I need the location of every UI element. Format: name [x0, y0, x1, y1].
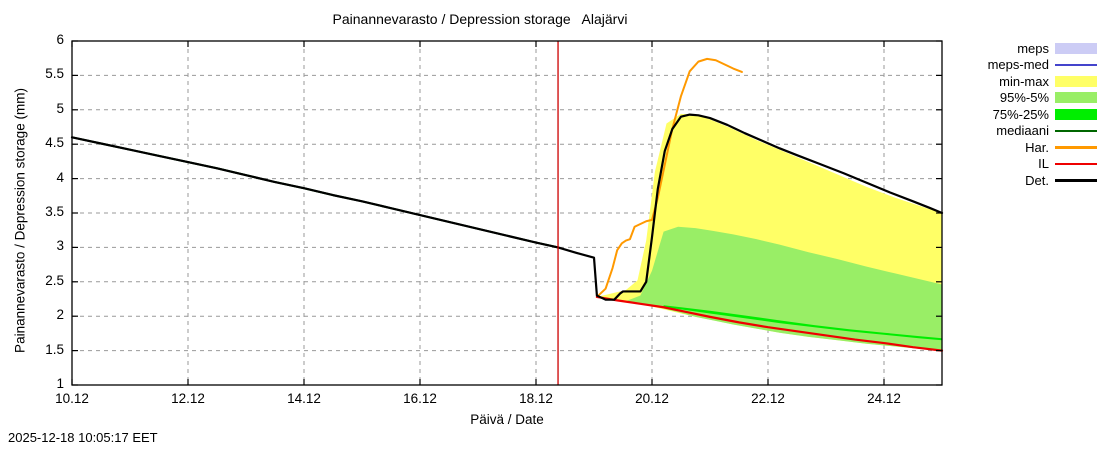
legend-item-il: IL	[957, 156, 1097, 173]
legend-swatch	[1055, 108, 1097, 120]
y-tick-label: 1	[56, 376, 64, 391]
y-tick-label: 3	[56, 238, 64, 254]
legend-line-sample	[1055, 59, 1097, 70]
legend-item-meps: meps	[957, 40, 1097, 57]
legend-label: meps	[1017, 40, 1049, 56]
legend-item-har: Har.	[957, 139, 1097, 156]
x-tick-label: 16.12	[403, 391, 437, 406]
legend-label: IL	[1038, 156, 1049, 172]
chart-legend: meps meps-med min-max 95%-5% 75%-25% mediaani…	[957, 40, 1097, 189]
line-IL	[595, 295, 944, 352]
legend-item-meps-med: meps-med	[957, 57, 1097, 74]
data-lines	[70, 57, 944, 352]
x-tick-label: 24.12	[867, 391, 901, 406]
legend-line-sample	[1055, 175, 1097, 186]
legend-label: meps-med	[987, 57, 1049, 73]
legend-line-sample	[1055, 158, 1097, 169]
x-axis-label: Päivä / Date	[470, 412, 544, 427]
x-tick-label: 20.12	[635, 391, 669, 406]
band-areas	[596, 113, 942, 351]
generated-timestamp: 2025-12-18 10:05:17 EET	[8, 430, 158, 445]
y-tick-label: 2	[56, 307, 64, 323]
legend-line	[1055, 146, 1097, 149]
grid-lines	[72, 41, 942, 385]
line-Det.	[70, 113, 944, 301]
legend-item-det: Det.	[957, 172, 1097, 189]
legend-label: 95%-5%	[999, 90, 1049, 106]
legend-label: 75%-25%	[992, 106, 1049, 122]
legend-line-sample	[1055, 142, 1097, 153]
y-tick-label: 2.5	[45, 272, 64, 288]
y-tick-label: 1.5	[45, 341, 64, 357]
y-tick-label: 3.5	[45, 204, 64, 219]
x-tick-label: 12.12	[171, 391, 205, 406]
legend-item-95-5: 95%-5%	[957, 90, 1097, 107]
legend-swatch	[1055, 42, 1097, 54]
y-tick-label: 5.5	[45, 66, 64, 82]
legend-line	[1055, 162, 1097, 165]
x-tick-label: 10.12	[55, 391, 89, 406]
legend-line-sample	[1055, 125, 1097, 136]
legend-line	[1055, 129, 1097, 132]
x-tick-label: 22.12	[751, 391, 785, 406]
legend-item-min-max: min-max	[957, 73, 1097, 90]
legend-line	[1055, 63, 1097, 66]
legend-label: min-max	[999, 73, 1049, 89]
legend-swatch	[1055, 92, 1097, 104]
legend-label: mediaani	[996, 123, 1049, 139]
legend-item-mediaani: mediaani	[957, 123, 1097, 140]
band-95%-5%	[625, 226, 942, 351]
y-tick-label: 5	[56, 100, 64, 116]
legend-line	[1055, 179, 1097, 182]
x-tick-label: 18.12	[519, 391, 553, 406]
y-tick-label: 4	[56, 169, 64, 185]
y-tick-label: 4.5	[45, 135, 64, 151]
legend-item-75-25: 75%-25%	[957, 106, 1097, 123]
legend-swatch	[1055, 75, 1097, 87]
x-tick-label: 14.12	[287, 391, 321, 406]
chart-title: Painannevarasto / Depression storage Ala…	[332, 11, 628, 27]
axis-tick-marks	[71, 40, 942, 386]
y-tick-label: 6	[56, 32, 64, 47]
legend-label: Det.	[1025, 172, 1049, 188]
band-75%-25%	[663, 305, 942, 341]
legend-label: Har.	[1025, 139, 1049, 155]
